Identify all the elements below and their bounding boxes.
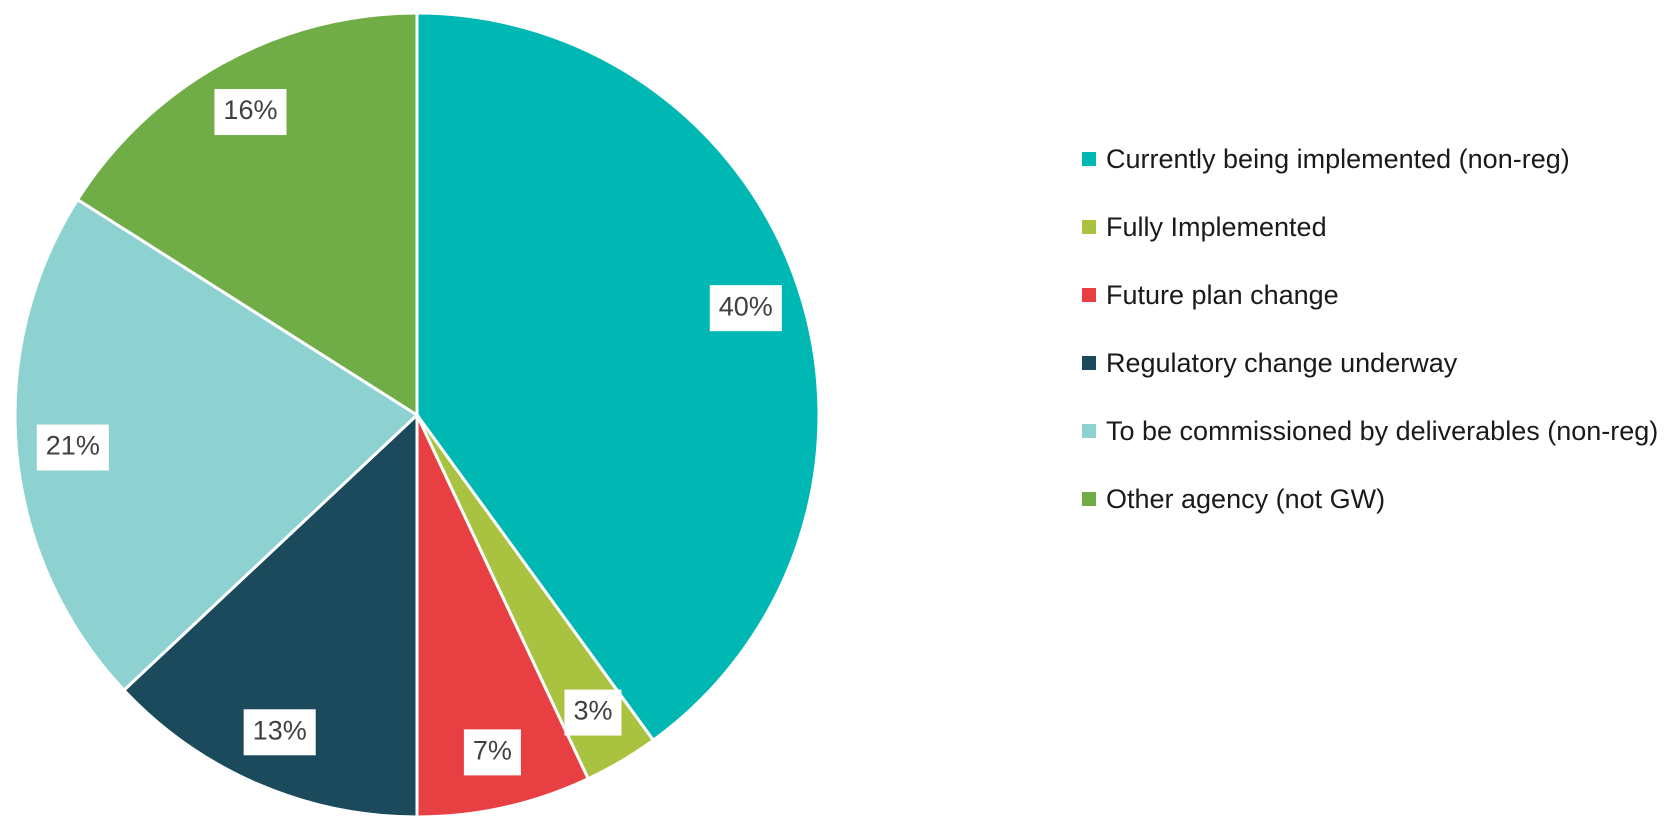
data-label-box xyxy=(214,89,287,136)
pie-slice xyxy=(13,197,420,693)
legend-swatch xyxy=(1082,220,1096,234)
data-label-text: 40% xyxy=(719,291,773,321)
legend-swatch xyxy=(1082,424,1096,438)
legend-item: Other agency (not GW) xyxy=(1082,480,1667,518)
legend-swatch xyxy=(1082,356,1096,370)
data-label-box xyxy=(36,424,109,471)
pie: 40% 3% 7% 13% 21% 16% xyxy=(13,11,820,818)
legend-label: Other agency (not GW) xyxy=(1106,484,1386,514)
data-label-box xyxy=(564,689,622,736)
legend-item: Future plan change xyxy=(1082,276,1667,314)
legend-item: Fully Implemented xyxy=(1082,208,1667,246)
data-label: 13% xyxy=(243,709,316,756)
data-label-text: 21% xyxy=(46,431,100,461)
data-label-box xyxy=(243,709,316,756)
data-label: 3% xyxy=(564,689,622,736)
legend-label: Regulatory change underway xyxy=(1106,348,1458,378)
pie-slice xyxy=(415,414,591,818)
pie-slice xyxy=(75,11,419,418)
data-label-text: 13% xyxy=(253,715,307,745)
legend-swatch xyxy=(1082,288,1096,302)
legend-label: Future plan change xyxy=(1106,280,1339,310)
pie-slice xyxy=(415,11,820,743)
data-label-text: 7% xyxy=(473,736,512,766)
data-label: 21% xyxy=(36,424,109,471)
data-label-text: 16% xyxy=(223,95,277,125)
legend-swatch xyxy=(1082,152,1096,166)
pie-slice xyxy=(121,411,419,818)
data-label: 40% xyxy=(709,285,782,332)
legend-label: Currently being implemented (non-reg) xyxy=(1106,144,1570,174)
legend-label: Fully Implemented xyxy=(1106,212,1327,242)
legend-item: To be commissioned by deliverables (non-… xyxy=(1082,412,1667,450)
data-label-box xyxy=(709,285,782,332)
legend-swatch xyxy=(1082,492,1096,506)
legend-item: Currently being implemented (non-reg) xyxy=(1082,140,1667,178)
data-label-box xyxy=(463,729,521,776)
legend-item: Regulatory change underway xyxy=(1082,344,1667,382)
data-label: 16% xyxy=(214,89,287,136)
data-label-text: 3% xyxy=(573,696,612,726)
data-label: 7% xyxy=(463,729,521,776)
legend-label: To be commissioned by deliverables (non-… xyxy=(1106,416,1659,446)
legend: Currently being implemented (non-reg) Ful… xyxy=(1082,140,1667,548)
